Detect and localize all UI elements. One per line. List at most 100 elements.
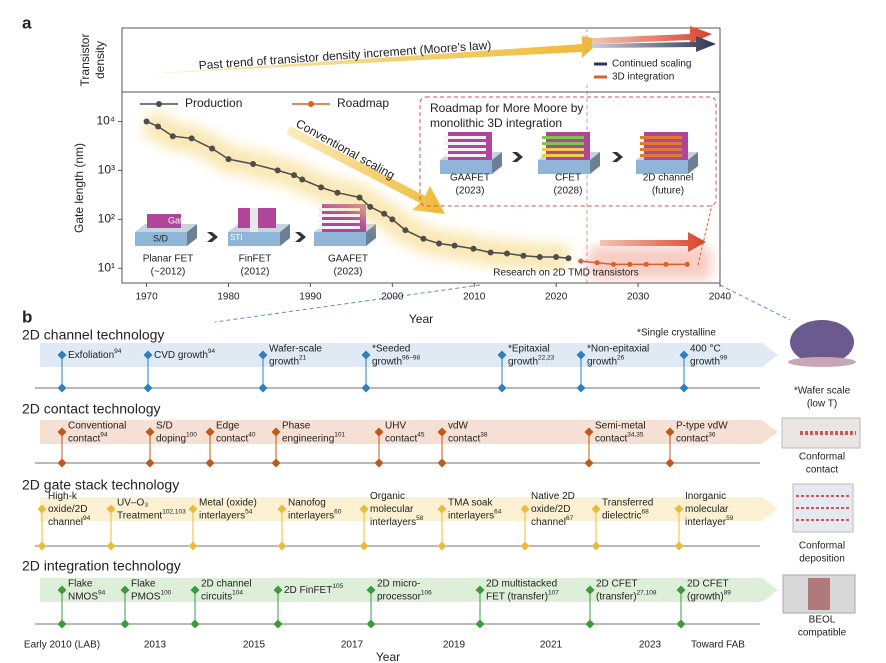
axis-label: 2017 (341, 640, 364, 651)
diamond (475, 585, 485, 595)
axis-label: 2023 (639, 640, 662, 651)
annotation: Roadmap for More Moore by (430, 101, 583, 115)
note: *Single crystalline (637, 328, 716, 339)
item-ref: 40 (248, 431, 256, 438)
data-point (188, 135, 195, 142)
item-line: 2D CFET (596, 578, 638, 589)
diamond (361, 383, 371, 393)
item-ref: 59 (726, 515, 734, 522)
diamond (520, 504, 530, 514)
item-line: dielectric (602, 510, 641, 521)
diamond (57, 427, 67, 437)
row-title: 2D contact technology (22, 401, 161, 417)
channel (444, 142, 486, 145)
data-point (389, 216, 396, 223)
item-label: High-k oxide/2D channel94 (48, 491, 91, 528)
gate (147, 214, 181, 228)
item-label: Metal (oxide) interlayers54 (199, 497, 257, 521)
item-label: TMA soak interlayers64 (448, 497, 502, 521)
channel (542, 136, 584, 139)
device-base (440, 160, 492, 174)
item-ref: 105 (332, 583, 343, 590)
device-side (688, 152, 698, 174)
item-label: Flake PMOS100 (131, 578, 172, 602)
legend-swatch (308, 101, 314, 107)
item-label: 2D FinFET105 (284, 583, 344, 596)
item-line: interlayers (199, 510, 245, 521)
y-tick-label: 10² (98, 212, 115, 226)
data-point (663, 261, 669, 267)
item-line: Flake (68, 578, 93, 589)
item-label: UV–O₃ Treatment102,103 (117, 497, 186, 521)
channel (640, 142, 682, 145)
item-label: *Seeded growth96–98 (372, 343, 420, 367)
data-point (565, 255, 572, 262)
diamond (205, 458, 215, 468)
diamond (57, 458, 67, 468)
axis-label: 2021 (540, 640, 563, 651)
diamond (584, 458, 594, 468)
item-label: 2D CFET (transfer)27,108 (596, 578, 657, 602)
diamond (676, 619, 686, 629)
item-line: circuits (201, 591, 232, 602)
legend-swatch (156, 101, 162, 107)
data-point (143, 118, 150, 125)
item-line: (growth) (687, 591, 724, 602)
diamond (120, 585, 130, 595)
y-tick-label: 10⁴ (96, 114, 115, 128)
feature-caption: Conformal (799, 541, 845, 552)
device-label: (~2012) (151, 267, 186, 278)
item-line: Semi-metal (595, 420, 646, 431)
item-ref: 102,103 (162, 508, 186, 515)
panel-label: a (22, 13, 32, 32)
diamond (106, 504, 116, 514)
channel (318, 208, 360, 211)
beol-via (808, 578, 830, 610)
item-label: Inorganic molecular interlayer59 (685, 491, 734, 528)
device-side (187, 224, 197, 246)
item-label: 400 °C growth99 (690, 343, 728, 367)
item-line: growth (372, 356, 402, 367)
device-tag: STI (230, 233, 242, 242)
legend-label: Production (185, 96, 242, 110)
diamond (120, 619, 130, 629)
channel (444, 148, 486, 151)
item-line: Edge (216, 420, 240, 431)
item-ref: 94 (114, 348, 122, 355)
item-ref: 89 (724, 589, 732, 596)
data-point (318, 184, 325, 191)
diamond (57, 350, 67, 360)
item-line: Treatment (117, 510, 162, 521)
y-label: Transistor (78, 34, 92, 87)
diamond (674, 504, 684, 514)
band-arrow (40, 420, 778, 444)
data-point (627, 261, 633, 267)
scaling-arrow (592, 36, 716, 52)
item-line: *Epitaxial (508, 343, 550, 354)
feature-caption: BEOL (809, 615, 836, 626)
diamond (258, 350, 268, 360)
item-ref: 106 (421, 589, 432, 596)
x-tick-label: 2020 (545, 292, 568, 303)
data-point (402, 227, 409, 234)
diamond (591, 541, 601, 551)
item-ref: 27,108 (637, 589, 657, 596)
item-label: Organic molecular interlayers58 (370, 491, 424, 528)
channel (444, 154, 486, 157)
item-line: TMA soak (448, 497, 493, 508)
item-line: Metal (oxide) (199, 497, 257, 508)
channel (640, 148, 682, 151)
annotation: monolithic 3D integration (430, 116, 562, 130)
data-point (155, 123, 162, 130)
item-line: PMOS (131, 591, 161, 602)
legend-label: Roadmap (337, 96, 389, 110)
3d-arrow (592, 26, 712, 44)
item-ref: 60 (334, 508, 342, 515)
item-line: NMOS (68, 591, 98, 602)
device-base (538, 160, 590, 174)
device-side (366, 224, 376, 246)
item-line: 400 °C (690, 343, 721, 354)
item-line: contact (595, 433, 627, 444)
item-line: Exfoliation (68, 350, 114, 361)
diamond (366, 585, 376, 595)
